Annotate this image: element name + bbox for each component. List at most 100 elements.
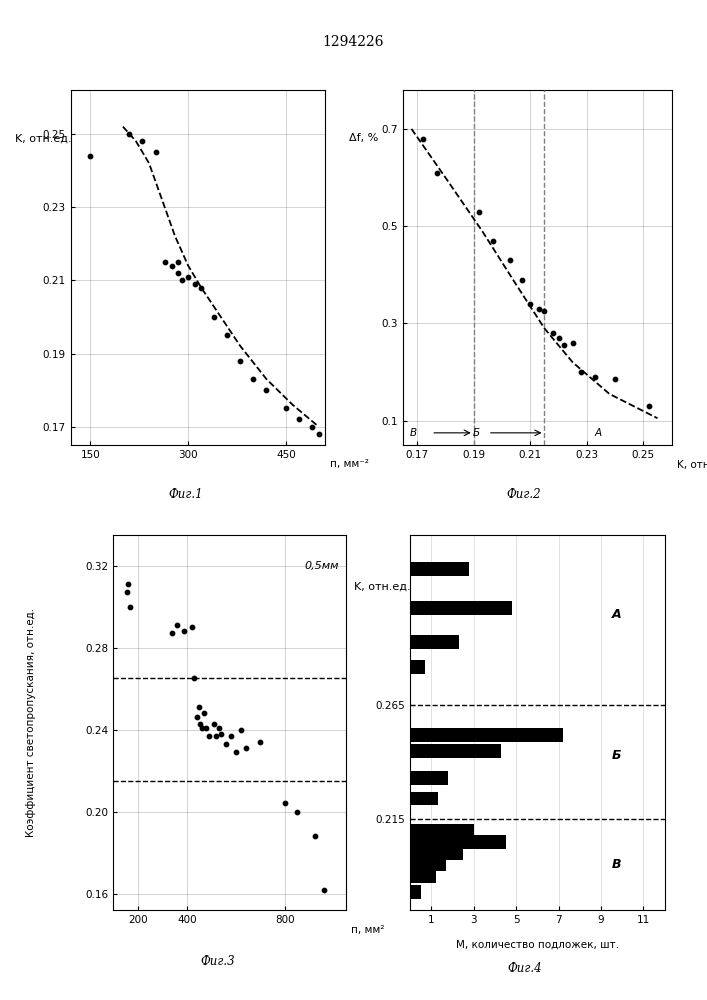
Text: п, мм²: п, мм² bbox=[351, 925, 385, 935]
Point bbox=[199, 705, 210, 721]
Point bbox=[208, 716, 219, 732]
Bar bbox=[410, 858, 446, 871]
Point bbox=[488, 233, 499, 249]
Point bbox=[160, 254, 171, 270]
Point bbox=[505, 252, 516, 268]
Bar bbox=[410, 792, 438, 805]
Bar bbox=[410, 771, 448, 785]
Bar bbox=[410, 869, 436, 883]
Point bbox=[590, 369, 601, 385]
Point bbox=[213, 720, 224, 736]
Text: 0,5мм: 0,5мм bbox=[305, 561, 339, 571]
Point bbox=[216, 726, 227, 742]
Point bbox=[417, 131, 428, 147]
Point bbox=[85, 148, 96, 164]
Point bbox=[281, 400, 292, 416]
Point bbox=[235, 353, 246, 369]
Bar bbox=[410, 885, 421, 899]
Text: Фиг.3: Фиг.3 bbox=[201, 955, 235, 968]
Bar bbox=[410, 635, 459, 649]
Point bbox=[230, 744, 242, 760]
Text: Фиг.2: Фиг.2 bbox=[507, 488, 541, 501]
Text: В: В bbox=[612, 858, 621, 871]
Point bbox=[474, 204, 485, 220]
Point bbox=[643, 398, 655, 414]
Point bbox=[222, 327, 233, 343]
Point bbox=[173, 265, 184, 281]
Bar bbox=[410, 846, 463, 860]
Point bbox=[255, 734, 266, 750]
Point bbox=[292, 804, 303, 820]
Point bbox=[186, 619, 197, 635]
Point bbox=[525, 296, 536, 312]
Text: п, мм⁻²: п, мм⁻² bbox=[330, 459, 369, 469]
Point bbox=[293, 411, 305, 427]
Point bbox=[307, 419, 318, 435]
Point bbox=[553, 330, 564, 346]
Point bbox=[137, 133, 148, 149]
Point bbox=[547, 325, 559, 341]
Point bbox=[124, 126, 135, 142]
Text: Б: Б bbox=[612, 749, 621, 762]
Point bbox=[182, 269, 194, 285]
Point bbox=[261, 382, 272, 398]
Text: M, количество подложек, шт.: M, количество подложек, шт. bbox=[456, 940, 619, 950]
Text: K, отн.ед.: K, отн.ед. bbox=[677, 459, 707, 469]
Bar bbox=[410, 824, 474, 837]
Point bbox=[121, 584, 132, 600]
Bar bbox=[410, 728, 563, 742]
Y-axis label: K, отн.ед.: K, отн.ед. bbox=[354, 581, 411, 591]
Point bbox=[567, 335, 578, 351]
Point bbox=[124, 599, 136, 615]
Point bbox=[516, 272, 527, 288]
Point bbox=[166, 258, 177, 274]
Text: Фиг.4: Фиг.4 bbox=[508, 962, 542, 976]
Point bbox=[173, 254, 184, 270]
Point bbox=[539, 303, 550, 319]
Point bbox=[235, 722, 247, 738]
Text: A: A bbox=[595, 428, 602, 438]
Point bbox=[194, 716, 206, 732]
Bar bbox=[410, 562, 469, 576]
Point bbox=[226, 728, 237, 744]
Bar bbox=[410, 660, 425, 674]
Bar bbox=[410, 835, 506, 849]
Text: A: A bbox=[612, 608, 621, 621]
Text: 1294226: 1294226 bbox=[323, 35, 384, 49]
Point bbox=[313, 426, 325, 442]
Point bbox=[196, 720, 207, 736]
Point bbox=[171, 617, 182, 633]
Point bbox=[179, 623, 190, 639]
Point bbox=[150, 144, 161, 160]
Point bbox=[309, 828, 320, 844]
Point bbox=[559, 337, 570, 353]
Point bbox=[431, 165, 443, 181]
Point bbox=[533, 301, 544, 317]
Text: B: B bbox=[410, 428, 417, 438]
Text: Коэффициент светопропускания, отн.ед.: Коэффициент светопропускания, отн.ед. bbox=[26, 608, 37, 837]
Point bbox=[176, 272, 187, 288]
Point bbox=[609, 371, 621, 387]
Point bbox=[194, 699, 205, 715]
Point bbox=[319, 882, 330, 898]
Point bbox=[191, 709, 202, 725]
Point bbox=[209, 309, 220, 325]
Point bbox=[247, 371, 259, 387]
Point bbox=[122, 576, 134, 592]
Point bbox=[196, 280, 207, 296]
Point bbox=[240, 740, 252, 756]
Point bbox=[189, 276, 200, 292]
Point bbox=[575, 364, 587, 380]
Text: Фиг.1: Фиг.1 bbox=[168, 488, 202, 501]
Point bbox=[201, 720, 212, 736]
Bar bbox=[410, 601, 512, 615]
Point bbox=[166, 625, 177, 641]
Point bbox=[189, 670, 200, 686]
Bar bbox=[410, 744, 501, 758]
Point bbox=[279, 795, 291, 811]
Text: Б: Б bbox=[472, 428, 479, 438]
Point bbox=[221, 736, 232, 752]
Point bbox=[211, 728, 222, 744]
Y-axis label: K, отн.ед.: K, отн.ед. bbox=[15, 133, 71, 143]
Point bbox=[203, 728, 214, 744]
